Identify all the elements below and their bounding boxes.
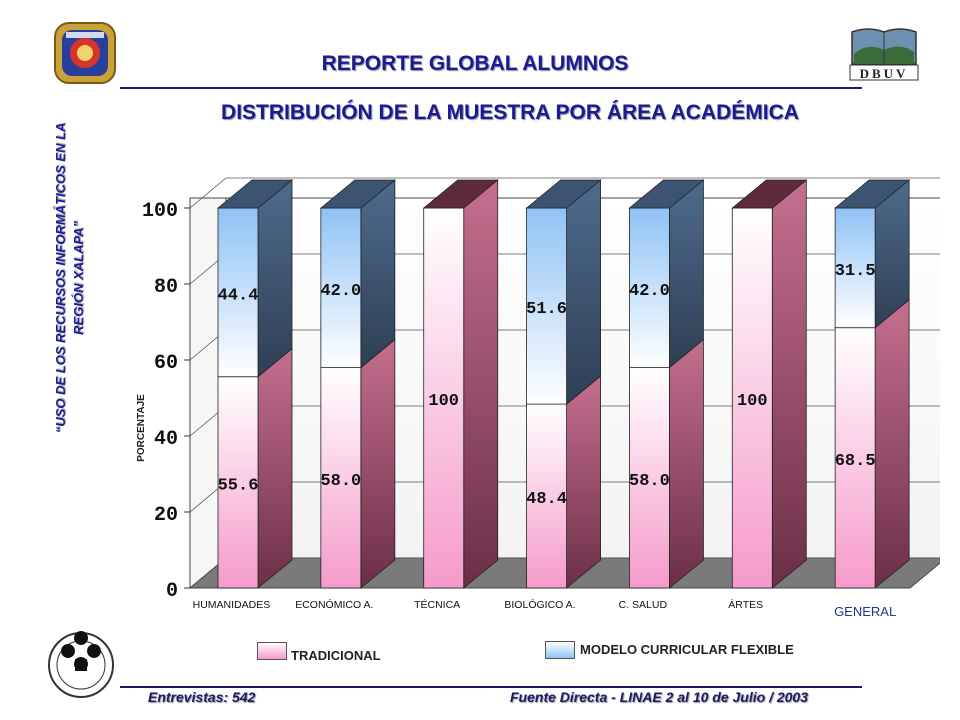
legend-swatch-flexible bbox=[545, 641, 575, 659]
data-label-humanidades-s1: 44.4 bbox=[218, 286, 259, 305]
side-caption-line1: “USO DE LOS RECURSOS INFORMÁTICOS EN LA bbox=[53, 122, 68, 434]
bar-ártes-s0 bbox=[731, 207, 773, 589]
side-caption-line2: REGIÓN XALAPA” bbox=[71, 221, 86, 335]
bar-side-c-salud-s0 bbox=[669, 338, 704, 589]
footer-interviews: Entrevistas: 542 bbox=[148, 689, 256, 705]
research-seal-icon bbox=[46, 630, 116, 700]
x-tick-label-c-salud: C. SALUD bbox=[619, 599, 668, 611]
data-label-general-s1: 31.5 bbox=[835, 262, 876, 281]
bar-económico-a-s1 bbox=[320, 207, 362, 369]
data-label-c-salud-s1: 42.0 bbox=[629, 282, 670, 301]
legend-label-tradicional: TRADICIONAL bbox=[291, 648, 381, 663]
x-tick-label-general: GENERAL bbox=[834, 604, 896, 619]
data-label-general-s0: 68.5 bbox=[835, 452, 876, 471]
gridline bbox=[189, 177, 940, 209]
y-tick-label: 60 bbox=[154, 352, 178, 375]
title-divider bbox=[120, 87, 862, 89]
stacked-bar-chart: 0 20 40 60 80 100 PORCENTAJE 55.6 44.4 HUMANIDADE… bbox=[136, 177, 940, 619]
bar-biológico-a-s0 bbox=[526, 403, 567, 589]
bar-side-c-salud-s1 bbox=[669, 179, 704, 369]
y-tick-label: 0 bbox=[166, 580, 178, 603]
dbuv-logo-text: DBUV bbox=[859, 66, 909, 81]
dbuv-logo-icon: DBUV bbox=[848, 24, 920, 82]
y-tick-label: 100 bbox=[142, 200, 178, 223]
bar-side-biológico-a-s0 bbox=[566, 375, 601, 589]
x-tick-label-técnica: TÉCNICA bbox=[414, 598, 460, 611]
bar-humanidades-s1 bbox=[217, 207, 259, 378]
side-caption: “USO DE LOS RECURSOS INFORMÁTICOS EN LA … bbox=[52, 78, 88, 478]
page-title: REPORTE GLOBAL ALUMNOS bbox=[321, 52, 629, 75]
data-label-económico-a-s1: 42.0 bbox=[320, 282, 361, 301]
bar-top-biológico-a bbox=[525, 179, 602, 209]
bar-top-c-salud bbox=[628, 179, 705, 209]
bar-side-humanidades-s0 bbox=[257, 347, 293, 589]
bar-general-s0 bbox=[834, 327, 876, 589]
bar-general-s1 bbox=[834, 207, 876, 329]
bar-top-ártes bbox=[731, 179, 808, 209]
data-label-ártes-s0: 100 bbox=[737, 392, 768, 411]
bar-side-general-s0 bbox=[874, 298, 910, 589]
bar-side-ártes-s0 bbox=[771, 179, 807, 589]
x-tick-label-ártes: ÁRTES bbox=[728, 598, 763, 611]
y-tick-label: 80 bbox=[154, 276, 178, 299]
bar-top-técnica bbox=[422, 179, 499, 209]
x-tick-label-humanidades: HUMANIDADES bbox=[193, 599, 271, 611]
y-axis-label: PORCENTAJE bbox=[136, 394, 147, 462]
bar-top-económico-a bbox=[319, 179, 396, 209]
chart-subtitle: DISTRIBUCIÓN DE LA MUESTRA POR ÁREA ACAD… bbox=[221, 101, 799, 124]
y-tick-label: 20 bbox=[154, 504, 178, 527]
data-label-c-salud-s0: 58.0 bbox=[629, 472, 670, 491]
legend-swatch-tradicional bbox=[257, 642, 287, 660]
data-label-técnica-s0: 100 bbox=[428, 392, 459, 411]
footer-source: Fuente Directa - LINAE 2 al 10 de Julio … bbox=[510, 689, 808, 705]
bar-humanidades-s0 bbox=[217, 376, 259, 589]
bar-c-salud-s1 bbox=[629, 207, 670, 369]
data-label-económico-a-s0: 58.0 bbox=[320, 472, 361, 491]
footer-divider bbox=[120, 686, 862, 688]
bar-top-general bbox=[834, 179, 911, 209]
bar-técnica-s0 bbox=[423, 207, 465, 589]
x-tick-label-biológico-a: BIOLÓGICO A. bbox=[504, 598, 575, 611]
y-tick-label: 40 bbox=[154, 428, 178, 451]
bar-top-humanidades bbox=[216, 179, 294, 209]
bar-side-económico-a-s1 bbox=[360, 179, 396, 369]
data-label-biológico-a-s1: 51.6 bbox=[526, 300, 567, 319]
bar-side-humanidades-s1 bbox=[257, 179, 293, 378]
legend-label-flexible: MODELO CURRICULAR FLEXIBLE bbox=[580, 642, 794, 657]
data-label-humanidades-s0: 55.6 bbox=[218, 476, 259, 495]
bar-side-técnica-s0 bbox=[463, 179, 499, 589]
university-seal-icon bbox=[52, 20, 118, 86]
bar-side-biológico-a-s1 bbox=[566, 179, 601, 405]
x-tick-label-económico-a: ECONÓMICO A. bbox=[295, 598, 373, 611]
bar-side-económico-a-s0 bbox=[360, 338, 396, 589]
data-label-biológico-a-s0: 48.4 bbox=[526, 490, 567, 509]
